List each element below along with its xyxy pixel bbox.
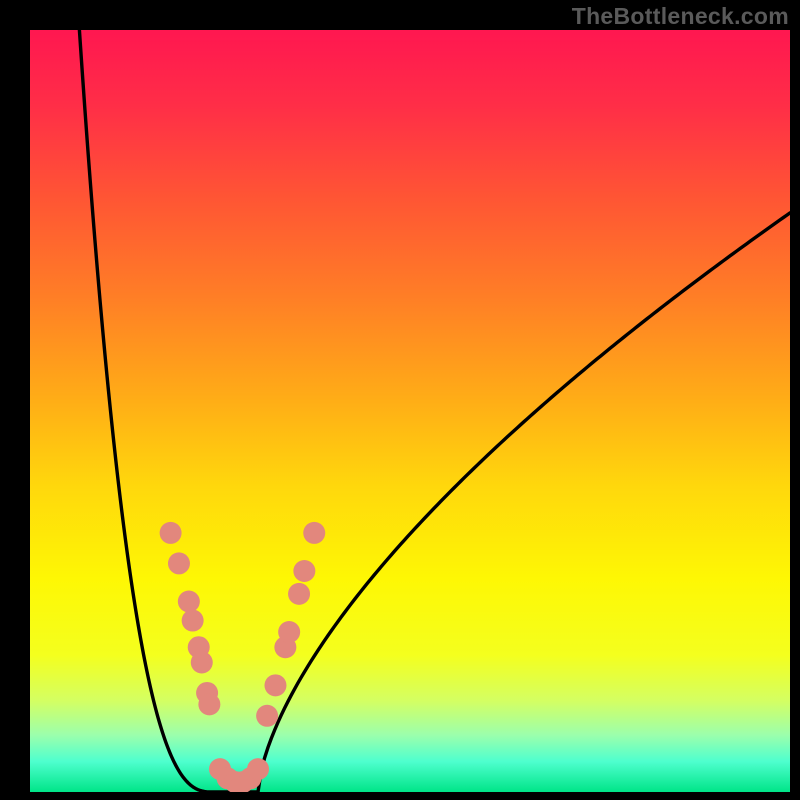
data-marker — [293, 560, 315, 582]
data-marker — [160, 522, 182, 544]
data-marker — [288, 583, 310, 605]
data-marker — [198, 693, 220, 715]
data-marker — [247, 758, 269, 780]
data-marker — [191, 651, 213, 673]
data-marker — [256, 705, 278, 727]
data-marker — [303, 522, 325, 544]
data-marker — [168, 552, 190, 574]
data-marker — [182, 610, 204, 632]
attribution-label: TheBottleneck.com — [572, 3, 789, 30]
plot-area — [30, 30, 790, 792]
data-marker — [278, 621, 300, 643]
data-marker — [264, 674, 286, 696]
bottleneck-chart — [30, 30, 790, 792]
bottleneck-curve-path — [79, 30, 790, 792]
data-marker — [178, 591, 200, 613]
